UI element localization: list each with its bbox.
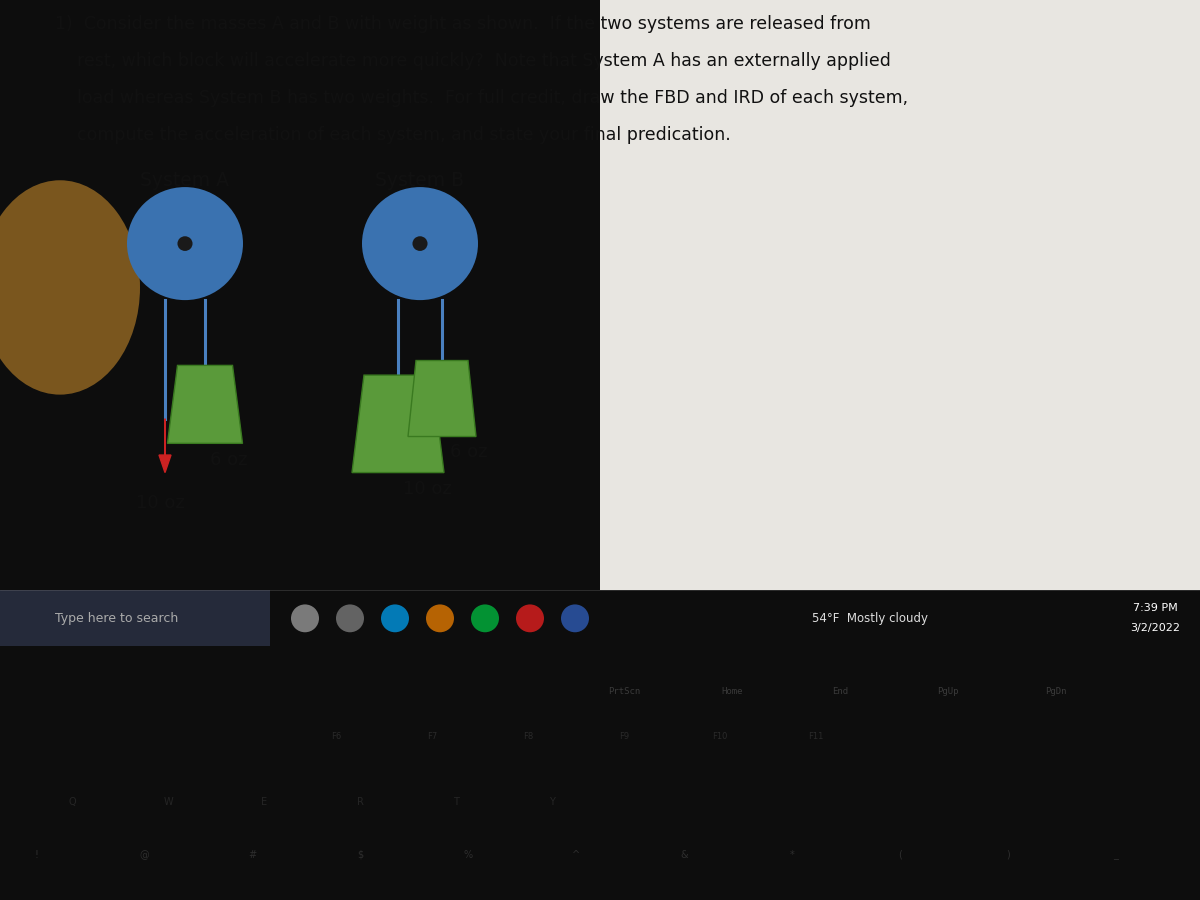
Circle shape xyxy=(562,605,589,633)
Text: T: T xyxy=(454,796,458,806)
Bar xyxy=(600,0,1200,590)
Polygon shape xyxy=(168,365,242,444)
Bar xyxy=(0,590,270,646)
Text: &: & xyxy=(680,850,688,860)
Text: ): ) xyxy=(1006,850,1010,860)
Text: 10 oz: 10 oz xyxy=(136,494,185,512)
Text: F7: F7 xyxy=(427,732,437,741)
Text: System B: System B xyxy=(376,170,464,190)
Text: #: # xyxy=(248,850,256,860)
Circle shape xyxy=(426,605,454,633)
Ellipse shape xyxy=(0,180,140,394)
Text: E: E xyxy=(260,796,268,806)
Text: End: End xyxy=(832,687,848,696)
Circle shape xyxy=(336,605,364,633)
Text: 54°F  Mostly cloudy: 54°F Mostly cloudy xyxy=(812,612,928,625)
Text: Y: Y xyxy=(550,796,554,806)
Text: 6 oz: 6 oz xyxy=(210,451,247,469)
Text: 7:39 PM: 7:39 PM xyxy=(1133,603,1177,614)
Circle shape xyxy=(178,236,192,251)
Text: R: R xyxy=(356,796,364,806)
Text: PgDn: PgDn xyxy=(1045,687,1067,696)
Text: System A: System A xyxy=(140,170,229,190)
Circle shape xyxy=(382,605,409,633)
Text: 3/2/2022: 3/2/2022 xyxy=(1130,624,1180,634)
Circle shape xyxy=(292,605,319,633)
Circle shape xyxy=(470,605,499,633)
Text: Q: Q xyxy=(68,796,76,806)
Text: 10 oz: 10 oz xyxy=(403,481,451,499)
Text: 1)  Consider the masses A and B with weight as shown.  If the two systems are re: 1) Consider the masses A and B with weig… xyxy=(55,14,871,32)
Text: %: % xyxy=(463,850,473,860)
Text: PrtScn: PrtScn xyxy=(608,687,640,696)
Text: @: @ xyxy=(139,850,149,860)
Text: F9: F9 xyxy=(619,732,629,741)
Text: F8: F8 xyxy=(523,732,533,741)
Text: F11: F11 xyxy=(809,732,823,741)
Text: PgUp: PgUp xyxy=(937,687,959,696)
Circle shape xyxy=(127,187,242,300)
Text: load whereas System B has two weights.  For full credit, draw the FBD and IRD of: load whereas System B has two weights. F… xyxy=(55,89,908,107)
Text: W: W xyxy=(163,796,173,806)
Text: $: $ xyxy=(356,850,364,860)
FancyArrow shape xyxy=(158,419,172,472)
Text: Home: Home xyxy=(721,687,743,696)
Circle shape xyxy=(413,236,427,251)
Text: ^: ^ xyxy=(572,850,580,860)
Text: _: _ xyxy=(1114,850,1118,860)
Text: 6 oz: 6 oz xyxy=(450,444,487,462)
Circle shape xyxy=(362,187,478,300)
Text: *: * xyxy=(790,850,794,860)
Text: rest, which block will accelerate more quickly?  Note that System A has an exter: rest, which block will accelerate more q… xyxy=(55,51,890,69)
Text: !: ! xyxy=(34,850,38,860)
Text: (: ( xyxy=(898,850,902,860)
Text: F6: F6 xyxy=(331,732,341,741)
Circle shape xyxy=(516,605,544,633)
Text: compute the acceleration of each system, and state your final predication.: compute the acceleration of each system,… xyxy=(55,126,731,144)
Text: F10: F10 xyxy=(713,732,727,741)
Polygon shape xyxy=(408,361,476,436)
Polygon shape xyxy=(352,375,444,473)
Text: Type here to search: Type here to search xyxy=(55,612,179,625)
